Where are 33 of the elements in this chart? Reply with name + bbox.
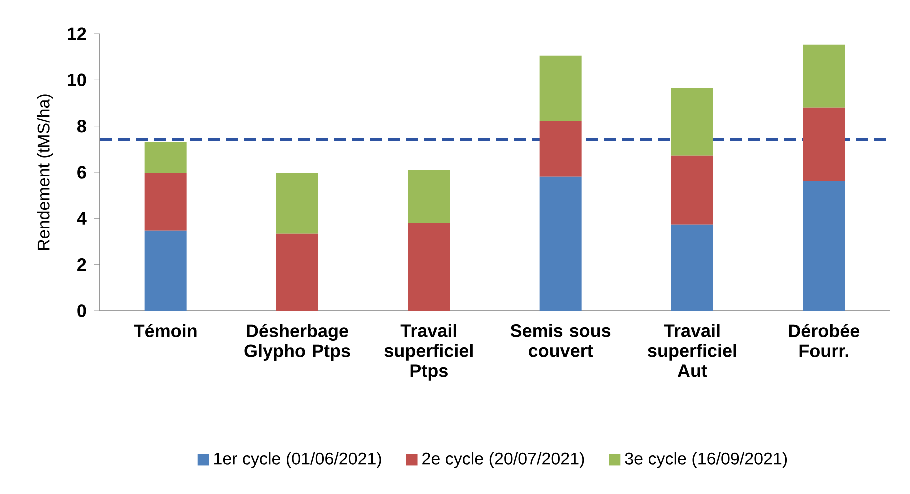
bar: [803, 44, 846, 108]
x-tick-label: Dérobée Fourr.: [789, 324, 860, 358]
y-tick-label: 4: [77, 212, 87, 225]
bar: [276, 172, 319, 234]
x-tick-label: Travail superficiel Ptps: [384, 324, 473, 381]
x-tick-label: Témoin: [134, 324, 197, 338]
bar: [408, 223, 450, 311]
bar: [672, 156, 714, 225]
y-tick-label: 0: [78, 304, 86, 318]
bar: [540, 121, 582, 177]
bar: [408, 170, 450, 224]
y-tick-label: 6: [78, 166, 86, 179]
y-tick-label: 10: [68, 74, 86, 87]
bar: [803, 181, 846, 311]
bar: [540, 56, 582, 122]
legend-label: 2e cycle (20/07/2021): [422, 452, 584, 468]
bar: [672, 224, 714, 311]
bar: [144, 172, 187, 231]
legend-label: 3e cycle (16/09/2021): [625, 452, 788, 468]
legend-label: 1er cycle (01/06/2021): [214, 452, 382, 468]
y-tick-label: 8: [77, 120, 86, 133]
bar: [144, 230, 187, 311]
y-tick-label: 12: [68, 28, 86, 40]
bar: [672, 88, 714, 156]
bar: [803, 108, 846, 182]
x-tick-label: Désherbage Glypho Ptps: [244, 324, 350, 361]
y-tick-label: 2: [78, 258, 86, 272]
y-axis-title: Rendement (tMS/ha): [37, 94, 54, 250]
x-tick-label: Travail superficiel Aut: [648, 324, 736, 378]
bar: [144, 142, 187, 173]
x-tick-label: Semis sous couvert: [510, 324, 611, 358]
bar: [276, 234, 319, 311]
bar: [540, 176, 582, 311]
